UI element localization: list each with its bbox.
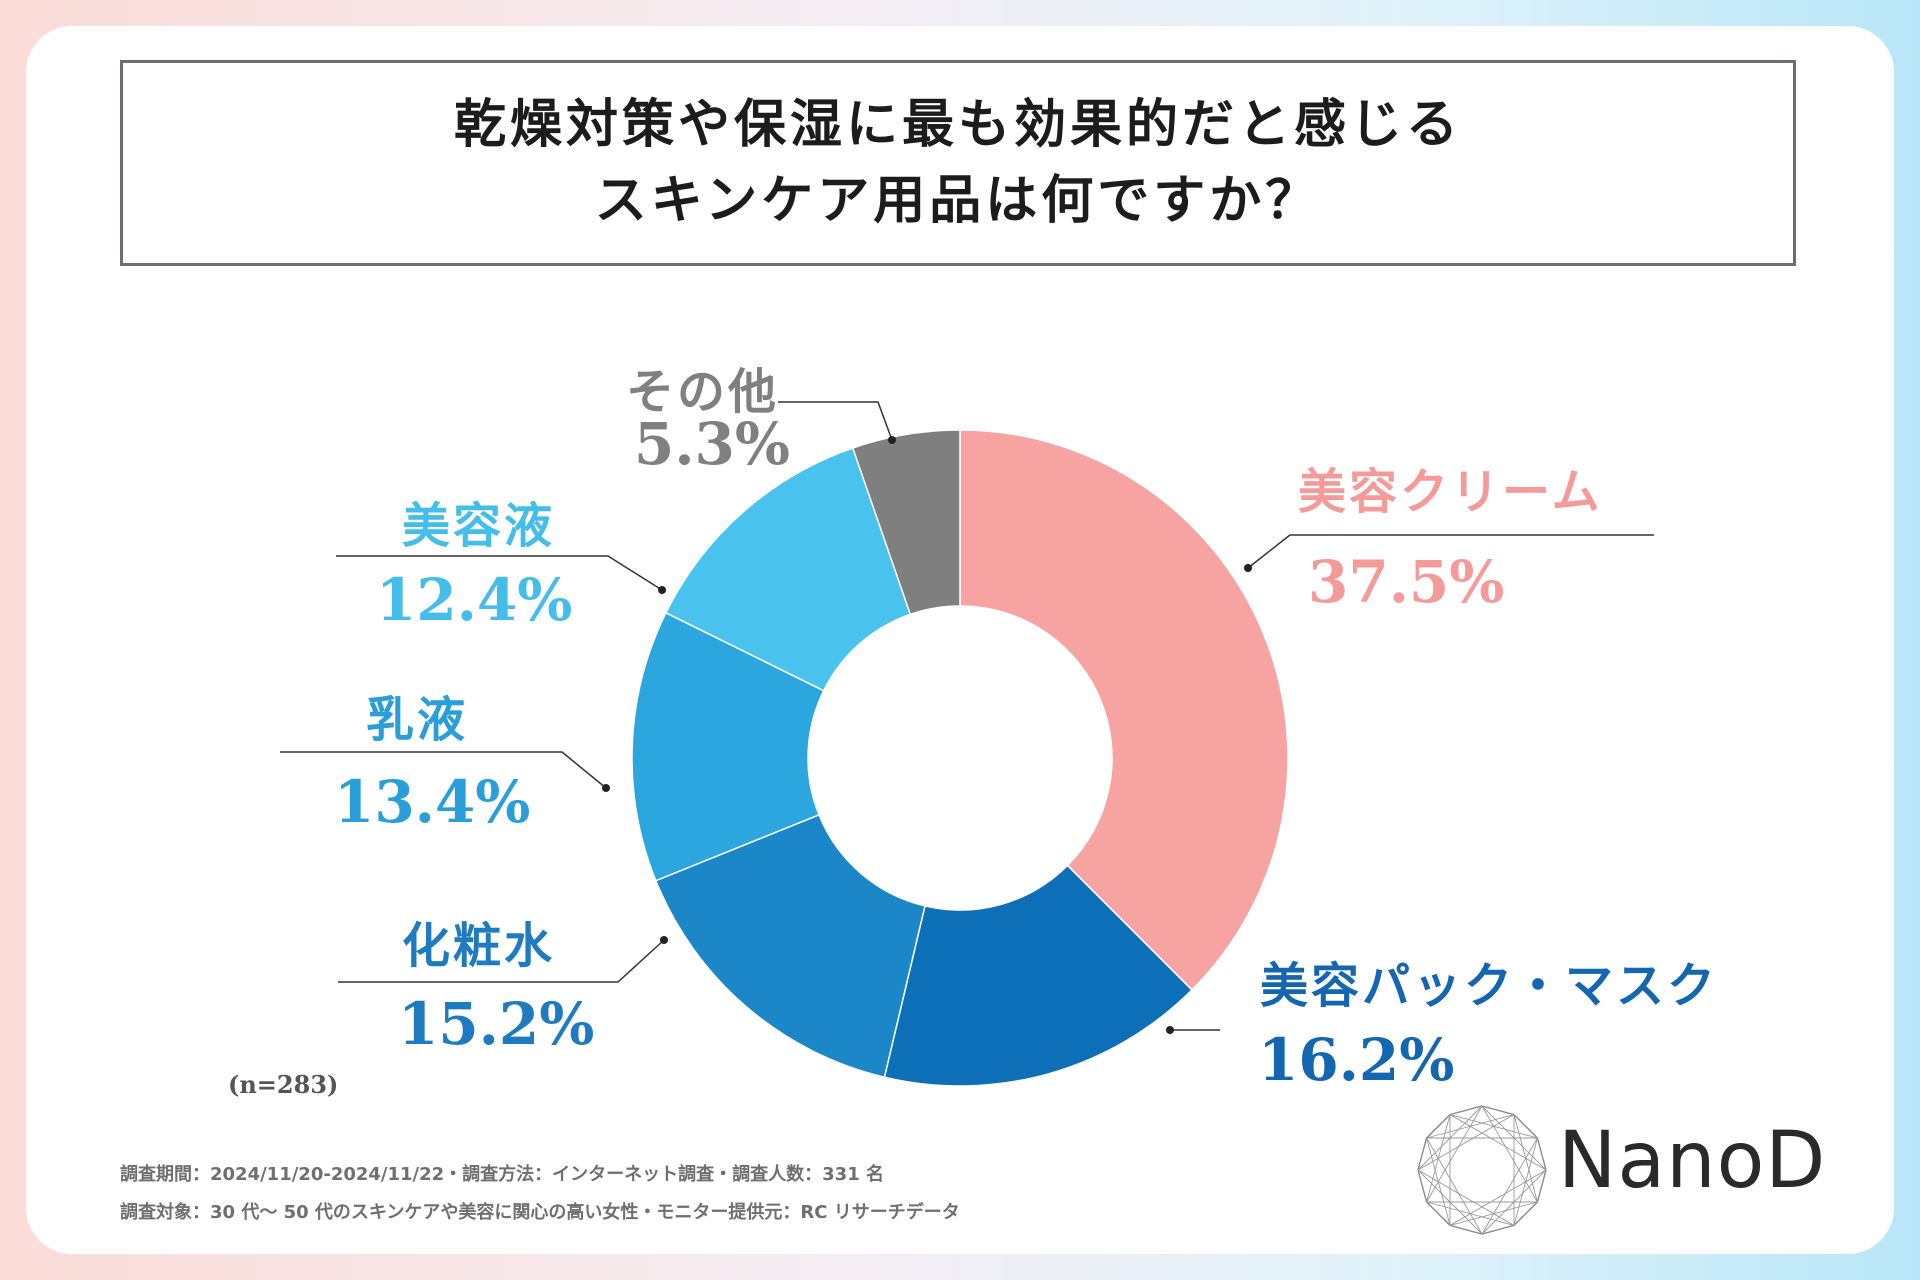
- label-name-lotion: 化粧水: [402, 918, 556, 974]
- sample-size-note: (n=283): [228, 1070, 339, 1099]
- donut-slice-2: [654, 813, 926, 1079]
- logo-chord: [1481, 1137, 1538, 1235]
- logo-chord: [1426, 1137, 1483, 1235]
- title-line-2: スキンケア用品は何ですか？: [594, 171, 1322, 231]
- logo-outer-ring: [1417, 1105, 1547, 1235]
- logo-text: NanoD: [1558, 1116, 1827, 1206]
- label-value-cream: 37.5%: [1308, 548, 1505, 616]
- label-value-pack: 16.2%: [1258, 1026, 1455, 1094]
- title-line-1: 乾燥対策や保湿に最も効果的だと感じる: [453, 95, 1462, 155]
- logo-chord: [1449, 1114, 1547, 1171]
- donut-slice-1: [883, 864, 1193, 1087]
- title-box: 乾燥対策や保湿に最も効果的だと感じる スキンケア用品は何ですか？: [120, 60, 1796, 266]
- label-name-pack: 美容パック・マスク: [1260, 958, 1719, 1014]
- footer-survey-target: 調査対象：30 代〜 50 代のスキンケアや美容に関心の高い女性・モニター提供元…: [120, 1202, 960, 1223]
- label-value-lotion: 15.2%: [398, 990, 595, 1058]
- label-name-serum: 美容液: [402, 498, 556, 554]
- donut-slice-5: [851, 429, 961, 616]
- footer-survey-period: 調査期間：2024/11/20-2024/11/22・調査方法：インターネット調…: [120, 1164, 884, 1185]
- leader-line-2: [338, 939, 665, 983]
- label-value-other: 5.3%: [634, 410, 791, 478]
- leader-line-5: [778, 401, 893, 441]
- label-value-serum: 12.4%: [376, 566, 573, 634]
- logo-chord: [1481, 1105, 1538, 1203]
- leader-dot-0: [1244, 564, 1252, 572]
- donut-slice-4: [664, 447, 912, 692]
- leader-dot-1: [1166, 1026, 1174, 1034]
- donut-slice-3: [631, 611, 825, 882]
- logo-chord: [1426, 1105, 1483, 1203]
- label-name-milk: 乳液: [366, 692, 469, 748]
- logo-chord: [1417, 1169, 1515, 1226]
- leader-line-0: [1247, 534, 1654, 569]
- nanod-logo-icon: [1417, 1105, 1547, 1235]
- donut-slice-0: [959, 429, 1289, 991]
- label-name-cream: 美容クリーム: [1298, 464, 1603, 520]
- leader-line-4: [336, 555, 663, 591]
- leader-dot-3: [602, 784, 610, 792]
- logo-chord: [1449, 1169, 1547, 1226]
- leader-dot-5: [888, 436, 896, 444]
- leader-dot-2: [660, 936, 668, 944]
- label-value-milk: 13.4%: [334, 768, 531, 836]
- label-name-other: その他: [626, 364, 780, 420]
- leader-dot-4: [658, 586, 666, 594]
- leader-line-3: [280, 751, 607, 789]
- logo-chord: [1417, 1114, 1515, 1171]
